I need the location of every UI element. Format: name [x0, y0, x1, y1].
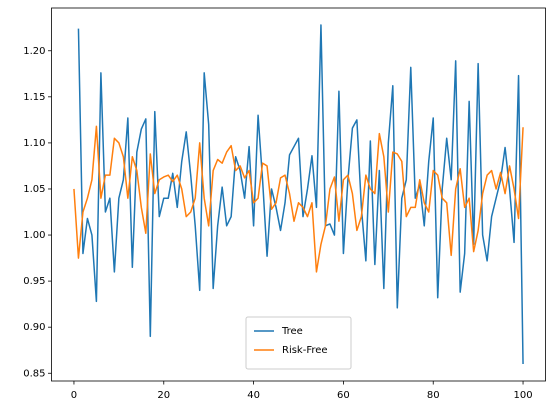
line-series: [73, 125, 524, 273]
y-tick-label: 1.15: [23, 92, 45, 103]
y-tick-label: 0.85: [23, 368, 45, 379]
x-tick-label: 40: [247, 390, 260, 401]
y-tick-label: 1.20: [23, 46, 45, 57]
y-tick-label: 1.00: [23, 230, 45, 241]
x-tick-label: 100: [513, 390, 532, 401]
legend-label: Tree: [281, 326, 303, 337]
y-tick-label: 0.95: [23, 276, 45, 287]
x-tick-label: 20: [157, 390, 170, 401]
x-tick-label: 80: [427, 390, 440, 401]
x-tick-label: 0: [71, 390, 77, 401]
x-tick-label: 60: [337, 390, 350, 401]
legend-label: Risk-Free: [282, 345, 328, 356]
legend-box: [245, 316, 352, 370]
plot-frame: [51, 7, 546, 382]
y-tick-label: 1.05: [23, 184, 45, 195]
y-tick-label: 0.90: [23, 322, 45, 333]
line-series: [77, 24, 524, 365]
y-tick-label: 1.10: [23, 138, 45, 149]
